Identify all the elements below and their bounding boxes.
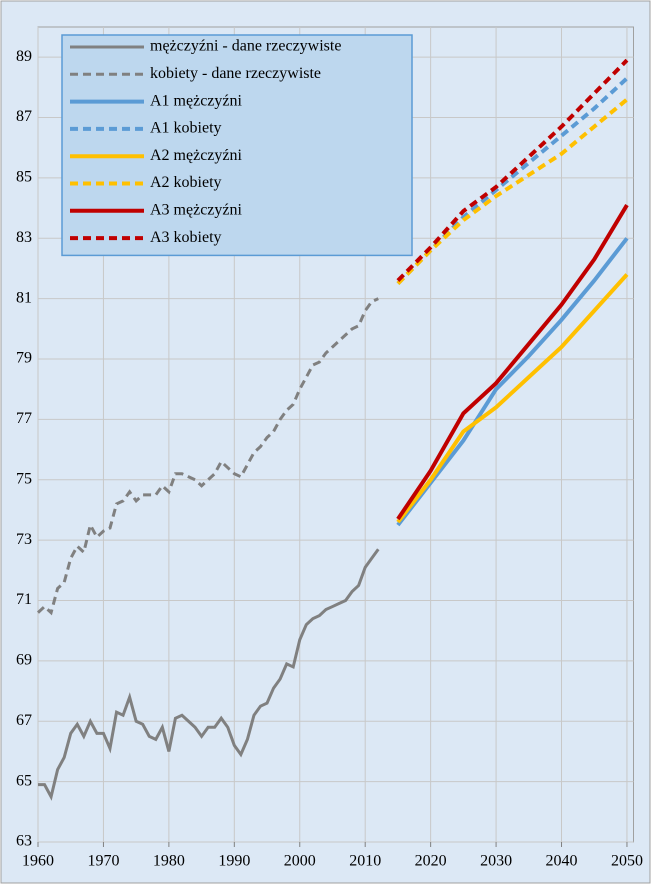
- legend-label: mężczyźni - dane rzeczywiste: [150, 38, 341, 55]
- y-tick-label: 65: [16, 772, 32, 789]
- x-tick-label: 2050: [611, 853, 643, 870]
- x-tick-label: 2010: [349, 853, 381, 870]
- x-tick-label: 2030: [480, 853, 512, 870]
- legend-label: A3 kobiety: [150, 229, 222, 246]
- y-tick-label: 73: [16, 531, 32, 548]
- y-tick-label: 85: [16, 169, 32, 186]
- y-tick-label: 79: [16, 350, 32, 367]
- y-tick-label: 83: [16, 229, 32, 246]
- legend-label: A2 mężczyźni: [150, 147, 243, 164]
- legend-label: A1 kobiety: [150, 120, 222, 137]
- y-tick-label: 81: [16, 289, 32, 306]
- y-tick-label: 63: [16, 833, 32, 850]
- y-tick-label: 75: [16, 470, 32, 487]
- series-line: [396, 58, 629, 282]
- series-line: [36, 297, 379, 616]
- y-tick-label: 87: [16, 108, 32, 125]
- x-tick-label: 2000: [284, 853, 316, 870]
- legend: mężczyźni - dane rzeczywiste kobiety - da…: [61, 34, 413, 257]
- x-tick-label: 1980: [153, 853, 185, 870]
- x-tick-label: 2020: [415, 853, 447, 870]
- legend-label: kobiety - dane rzeczywiste: [150, 65, 321, 82]
- y-tick-label: 89: [16, 48, 32, 65]
- y-tick-label: 71: [16, 591, 32, 608]
- legend-label: A2 kobiety: [150, 174, 222, 191]
- x-tick-label: 2040: [546, 853, 578, 870]
- series-line: [38, 548, 380, 801]
- series-line: [396, 237, 629, 527]
- series-line: [396, 97, 629, 285]
- x-tick-label: 1970: [87, 853, 119, 870]
- legend-label: A1 mężczyźni: [150, 92, 243, 109]
- series-line: [396, 273, 629, 524]
- y-tick-label: 69: [16, 652, 32, 669]
- series-line: [396, 204, 629, 521]
- x-tick-label: 1960: [22, 853, 54, 870]
- legend-label: A3 mężczyźni: [150, 201, 243, 218]
- x-tick-label: 1990: [218, 853, 250, 870]
- y-tick-label: 67: [16, 712, 32, 729]
- y-tick-label: 77: [16, 410, 32, 427]
- legend-box: [61, 34, 413, 257]
